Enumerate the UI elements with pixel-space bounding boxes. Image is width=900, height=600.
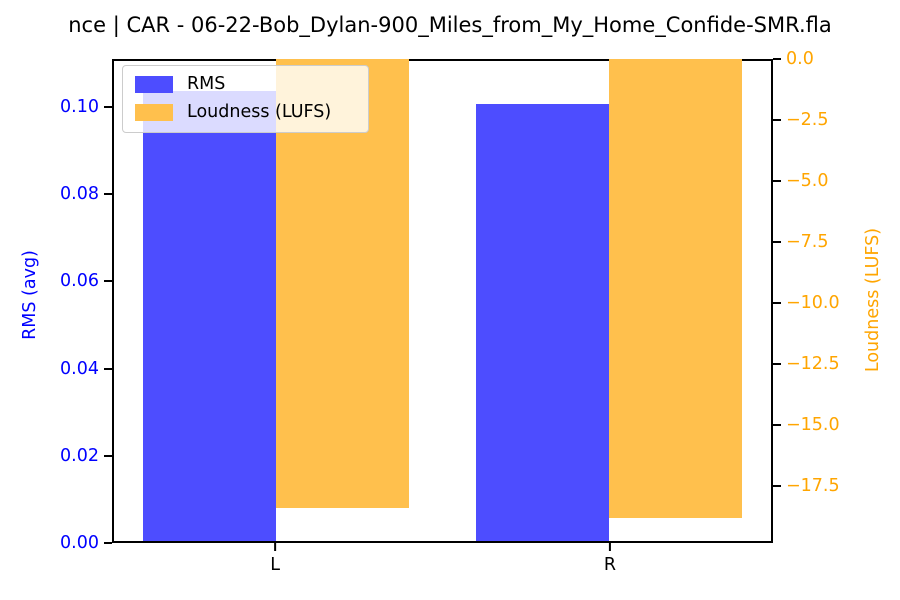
y-left-tick-0.06: 0.06	[60, 271, 112, 291]
tick-label: 0.00	[60, 533, 99, 553]
y-right-tick-−7.5: −7.5	[773, 232, 829, 252]
tick-label: R	[603, 555, 617, 575]
tick-mark	[104, 193, 112, 196]
y-right-tick-−2.5: −2.5	[773, 110, 829, 130]
y-left-tick-0.10: 0.10	[60, 97, 112, 117]
legend-swatch-icon	[135, 76, 173, 94]
y-right-tick-−17.5: −17.5	[773, 476, 840, 496]
y-axis-left-label: RMS (avg)	[20, 250, 40, 340]
y-right-tick-−12.5: −12.5	[773, 354, 840, 374]
tick-label: 0.10	[60, 96, 99, 117]
tick-mark	[104, 542, 112, 544]
plot-area: RMS Loudness (LUFS)	[112, 59, 773, 543]
tick-label: −10.0	[786, 292, 840, 313]
y-left-tick-0.00: 0.00	[60, 533, 112, 553]
bar-loudness-l	[276, 59, 410, 509]
tick-label: 0.0	[786, 49, 814, 69]
tick-mark	[773, 484, 781, 487]
x-tick-r: R	[604, 543, 616, 575]
y-axis-right-ticks: 0.0 −2.5 −5.0 −7.5 −10.0 −12.5 −15.0 −17.5	[773, 49, 900, 543]
tick-label: −15.0	[786, 414, 840, 435]
tick-label: 0.08	[60, 184, 99, 205]
bar-rms-l	[142, 91, 277, 541]
legend-item-rms: RMS	[135, 74, 356, 94]
tick-mark	[773, 423, 781, 426]
legend-item-loudness-lufs: Loudness (LUFS)	[135, 102, 356, 123]
y-right-tick-−5.0: −5.0	[773, 171, 829, 191]
tick-mark	[773, 240, 781, 243]
chart-title: nce | CAR - 06-22-Bob_Dylan-900_Miles_fr…	[68, 13, 832, 37]
y-left-tick-0.02: 0.02	[60, 446, 112, 466]
y-left-tick-0.08: 0.08	[60, 184, 112, 204]
tick-mark	[773, 58, 781, 60]
y-left-tick-0.04: 0.04	[60, 359, 112, 379]
tick-label: −2.5	[786, 109, 829, 130]
tick-mark	[104, 105, 112, 108]
tick-label: −17.5	[786, 475, 840, 496]
y-right-tick-−15.0: −15.0	[773, 415, 840, 435]
bars-container	[114, 59, 771, 541]
y-axis-right-label: Loudness (LUFS)	[863, 227, 883, 373]
legend-label: Loudness (LUFS)	[187, 102, 332, 123]
legend-label: RMS	[187, 74, 226, 94]
tick-label: 0.02	[60, 445, 99, 466]
tick-mark	[773, 118, 781, 121]
tick-label: 0.06	[60, 271, 99, 292]
bar-rms-r	[475, 104, 609, 541]
tick-label: −12.5	[786, 353, 840, 374]
legend: RMS Loudness (LUFS)	[122, 65, 369, 133]
tick-mark	[104, 367, 112, 370]
tick-mark	[773, 301, 781, 304]
tick-mark	[773, 179, 781, 182]
legend-swatch-icon	[135, 104, 173, 122]
y-right-tick-−10.0: −10.0	[773, 293, 840, 313]
tick-mark	[104, 454, 112, 457]
y-right-tick-0.0: 0.0	[773, 49, 814, 69]
x-tick-l: L	[270, 543, 280, 575]
tick-mark	[104, 280, 112, 283]
tick-mark	[274, 543, 277, 551]
y-axis-left-ticks: 0.00 0.02 0.04 0.06 0.08 0.10	[0, 59, 112, 553]
tick-label: L	[270, 555, 280, 575]
tick-mark	[608, 543, 611, 551]
tick-label: −7.5	[786, 231, 829, 252]
tick-label: −5.0	[786, 170, 829, 191]
bar-loudness-r	[608, 59, 742, 519]
tick-label: 0.04	[60, 358, 99, 379]
tick-mark	[773, 362, 781, 365]
